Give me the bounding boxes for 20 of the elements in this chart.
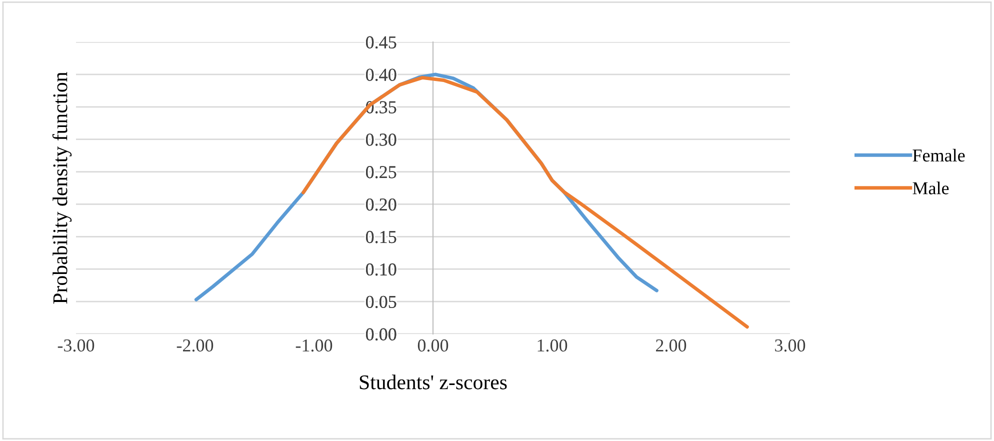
x-axis-title: Students' z-scores — [360, 374, 507, 390]
y-tick-label: 0.25 — [366, 166, 396, 178]
x-tick-label: 0.00 — [418, 339, 448, 352]
y-tick-label: 0.30 — [366, 134, 396, 146]
x-tick-label: 3.00 — [775, 339, 806, 352]
legend-label: Female — [912, 148, 965, 162]
y-tick-label: 0.45 — [366, 36, 396, 49]
x-tick-label: -3.00 — [58, 339, 94, 352]
y-tick-label: 0.00 — [366, 328, 396, 341]
y-tick-label: 0.05 — [366, 296, 396, 308]
y-tick-label: 0.10 — [366, 263, 396, 276]
y-tick-label: 0.40 — [366, 68, 396, 81]
y-axis-title: Probability density function — [52, 72, 72, 304]
legend-label: Male — [912, 182, 949, 194]
y-tick-label: 0.15 — [366, 230, 396, 244]
x-tick-label: 1.00 — [538, 339, 568, 352]
x-tick-label: 2.00 — [656, 339, 686, 352]
x-tick-label: -2.00 — [176, 339, 214, 352]
x-tick-label: -1.00 — [296, 339, 332, 352]
y-tick-label: 0.20 — [366, 198, 396, 211]
